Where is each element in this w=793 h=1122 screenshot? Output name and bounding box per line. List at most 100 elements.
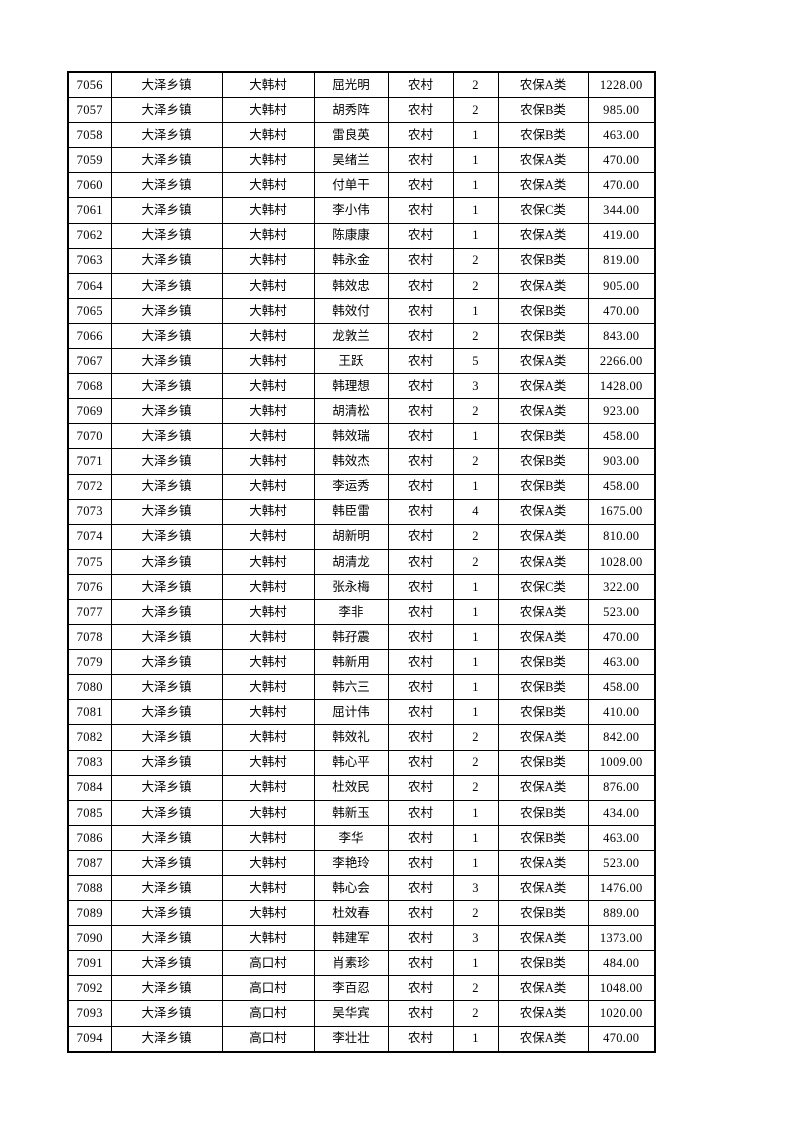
table-row: 7080 大泽乡镇 大韩村 韩六三 农村 1 农保B类 458.00 [67, 674, 656, 701]
cell-insurance-category: 农保B类 [497, 699, 589, 726]
cell-person-name: 李百忍 [313, 975, 389, 1002]
cell-serial-number: 7065 [67, 297, 112, 324]
table-row: 7077 大泽乡镇 大韩村 李非 农村 1 农保A类 523.00 [67, 598, 656, 626]
cell-village: 大韩村 [221, 147, 315, 174]
cell-person-name: 韩效礼 [313, 724, 389, 751]
cell-village: 高口村 [221, 1000, 315, 1027]
cell-insurance-category: 农保A类 [497, 398, 589, 425]
cell-town: 大泽乡镇 [110, 624, 223, 651]
cell-serial-number: 7079 [67, 649, 112, 676]
table-row: 7082 大泽乡镇 大韩村 韩效礼 农村 2 农保A类 842.00 [67, 724, 656, 751]
cell-village: 大韩村 [221, 498, 315, 525]
cell-serial-number: 7078 [67, 624, 112, 651]
cell-person-count: 1 [452, 297, 499, 324]
cell-insurance-category: 农保B类 [497, 749, 589, 776]
cell-insurance-category: 农保A类 [497, 172, 589, 199]
table-row: 7068 大泽乡镇 大韩村 韩理想 农村 3 农保A类 1428.00 [67, 373, 656, 400]
cell-amount: 985.00 [587, 97, 656, 124]
cell-person-count: 1 [452, 172, 499, 199]
cell-town: 大泽乡镇 [110, 1025, 223, 1053]
table-row: 7063 大泽乡镇 大韩村 韩永金 农村 2 农保B类 819.00 [67, 247, 656, 274]
table-row: 7084 大泽乡镇 大韩村 杜效民 农村 2 农保A类 876.00 [67, 774, 656, 801]
cell-person-name: 付单干 [313, 172, 389, 199]
cell-amount: 819.00 [587, 247, 656, 274]
cell-person-name: 李艳玲 [313, 849, 389, 877]
table-row: 7059 大泽乡镇 大韩村 吴绪兰 农村 1 农保A类 470.00 [67, 147, 656, 174]
table-row: 7093 大泽乡镇 高口村 吴华宾 农村 2 农保A类 1020.00 [67, 1000, 656, 1027]
cell-person-count: 2 [452, 398, 499, 425]
cell-amount: 1476.00 [587, 874, 656, 902]
cell-insurance-category: 农保B类 [497, 674, 589, 701]
cell-insurance-category: 农保B类 [497, 649, 589, 676]
cell-insurance-category: 农保B类 [497, 297, 589, 324]
cell-serial-number: 7069 [67, 398, 112, 425]
cell-amount: 458.00 [587, 423, 656, 450]
cell-insurance-category: 农保A类 [497, 1000, 589, 1027]
cell-person-count: 2 [452, 749, 499, 776]
cell-person-count: 1 [452, 573, 499, 600]
cell-town: 大泽乡镇 [110, 674, 223, 701]
cell-residence-type: 农村 [387, 197, 454, 224]
cell-residence-type: 农村 [387, 950, 454, 977]
cell-village: 大韩村 [221, 724, 315, 751]
cell-insurance-category: 农保A类 [497, 272, 589, 299]
cell-serial-number: 7060 [67, 172, 112, 199]
cell-amount: 410.00 [587, 699, 656, 726]
table-row: 7078 大泽乡镇 大韩村 韩孖震 农村 1 农保A类 470.00 [67, 624, 656, 651]
cell-serial-number: 7076 [67, 573, 112, 600]
cell-town: 大泽乡镇 [110, 147, 223, 174]
cell-serial-number: 7062 [67, 222, 112, 249]
table-row: 7061 大泽乡镇 大韩村 李小伟 农村 1 农保C类 344.00 [67, 197, 656, 224]
cell-residence-type: 农村 [387, 297, 454, 324]
cell-person-count: 2 [452, 548, 499, 575]
table-row: 7074 大泽乡镇 大韩村 胡新明 农村 2 农保A类 810.00 [67, 523, 656, 550]
cell-village: 大韩村 [221, 649, 315, 676]
cell-residence-type: 农村 [387, 147, 454, 174]
cell-amount: 1228.00 [587, 71, 656, 99]
table-row: 7058 大泽乡镇 大韩村 雷良英 农村 1 农保B类 463.00 [67, 122, 656, 149]
cell-town: 大泽乡镇 [110, 247, 223, 274]
cell-amount: 905.00 [587, 272, 656, 299]
cell-person-name: 胡新明 [313, 523, 389, 550]
cell-residence-type: 农村 [387, 172, 454, 199]
table-row: 7085 大泽乡镇 大韩村 韩新玉 农村 1 农保B类 434.00 [67, 799, 656, 826]
cell-person-name: 韩理想 [313, 373, 389, 400]
table-row: 7088 大泽乡镇 大韩村 韩心会 农村 3 农保A类 1476.00 [67, 874, 656, 902]
table-row: 7064 大泽乡镇 大韩村 韩效忠 农村 2 农保A类 905.00 [67, 272, 656, 299]
table-row: 7076 大泽乡镇 大韩村 张永梅 农村 1 农保C类 322.00 [67, 573, 656, 600]
cell-serial-number: 7077 [67, 598, 112, 626]
cell-person-count: 2 [452, 523, 499, 550]
cell-person-count: 1 [452, 222, 499, 249]
cell-residence-type: 农村 [387, 373, 454, 400]
cell-insurance-category: 农保B类 [497, 97, 589, 124]
cell-residence-type: 农村 [387, 900, 454, 927]
cell-person-name: 李运秀 [313, 473, 389, 500]
cell-residence-type: 农村 [387, 724, 454, 751]
cell-village: 大韩村 [221, 297, 315, 324]
cell-amount: 1048.00 [587, 975, 656, 1002]
pension-roster-table: 7056 大泽乡镇 大韩村 屈光明 农村 2 农保A类 1228.00 7057 大泽乡镇 大韩村胡… [67, 71, 656, 1053]
cell-residence-type: 农村 [387, 925, 454, 952]
cell-serial-number: 7056 [67, 71, 112, 99]
table-row: 7069 大泽乡镇 大韩村 胡清松 农村 2 农保A类 923.00 [67, 398, 656, 425]
table-row: 7089 大泽乡镇 大韩村 杜效春 农村 2 农保B类 889.00 [67, 900, 656, 927]
cell-residence-type: 农村 [387, 624, 454, 651]
cell-person-name: 陈康康 [313, 222, 389, 249]
cell-village: 大韩村 [221, 799, 315, 826]
cell-town: 大泽乡镇 [110, 172, 223, 199]
cell-town: 大泽乡镇 [110, 799, 223, 826]
cell-town: 大泽乡镇 [110, 724, 223, 751]
cell-village: 大韩村 [221, 373, 315, 400]
cell-person-count: 2 [452, 322, 499, 350]
cell-amount: 843.00 [587, 322, 656, 350]
cell-insurance-category: 农保A类 [497, 724, 589, 751]
cell-village: 大韩村 [221, 423, 315, 450]
table-row: 7092 大泽乡镇 高口村 李百忍 农村 2 农保A类 1048.00 [67, 975, 656, 1002]
cell-person-count: 2 [452, 448, 499, 475]
cell-person-name: 韩永金 [313, 247, 389, 274]
cell-village: 大韩村 [221, 523, 315, 550]
cell-amount: 1020.00 [587, 1000, 656, 1027]
cell-insurance-category: 农保B类 [497, 824, 589, 851]
cell-amount: 463.00 [587, 122, 656, 149]
cell-serial-number: 7081 [67, 699, 112, 726]
